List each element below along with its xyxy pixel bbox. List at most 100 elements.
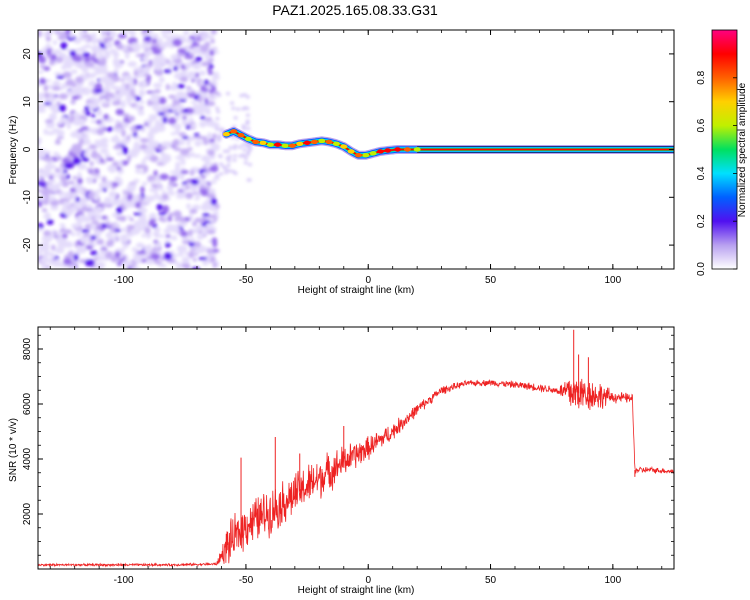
noise-blob: [197, 245, 207, 253]
noise-blob: [185, 46, 191, 50]
spectrogram-x-axis-label: Height of straight line (km): [298, 285, 415, 296]
noise-blob: [187, 147, 193, 151]
noise-blob: [76, 216, 85, 222]
noise-blob: [186, 89, 192, 93]
snr-frame: [37, 326, 675, 570]
noise-blob: [38, 182, 47, 187]
noise-blob: [99, 95, 104, 101]
noise-blob: [245, 119, 250, 123]
snr-series-line: [38, 378, 674, 568]
noise-blob: [156, 37, 163, 45]
noise-blob: [201, 227, 209, 235]
noise-blob: [209, 49, 215, 57]
noise-blob: [225, 156, 230, 160]
noise-blob: [73, 147, 82, 156]
noise-blob: [142, 181, 148, 186]
noise-blob: [168, 61, 174, 68]
noise-blob: [184, 62, 193, 68]
noise-blob: [150, 180, 156, 184]
noise-blob: [115, 90, 120, 94]
noise-blob: [80, 89, 90, 95]
noise-blob: [42, 198, 49, 206]
noise-blob: [219, 127, 224, 131]
noise-blob: [88, 74, 93, 78]
noise-blob: [154, 260, 162, 265]
noise-blob: [134, 146, 141, 155]
noise-blob: [215, 174, 220, 178]
noise-blob: [56, 237, 67, 243]
noise-blob: [169, 84, 178, 91]
noise-blob: [200, 61, 210, 67]
noise-blob: [176, 216, 185, 220]
spectrogram-cells: [38, 30, 674, 269]
x-tick-label: 50: [485, 575, 497, 586]
noise-blob: [169, 170, 179, 174]
noise-blob: [189, 237, 195, 243]
noise-blob: [89, 96, 97, 101]
noise-blob: [206, 248, 214, 254]
noise-blob: [43, 246, 49, 255]
noise-blob: [71, 192, 77, 201]
noise-blob: [217, 134, 222, 138]
noise-blob: [95, 119, 102, 125]
noise-blob: [194, 217, 203, 223]
noise-blob: [81, 229, 90, 233]
noise-blob: [105, 157, 115, 161]
noise-blob: [192, 103, 197, 112]
noise-blob: [205, 35, 215, 39]
noise-blob: [139, 100, 145, 104]
noise-blob: [67, 89, 73, 97]
noise-blob: [62, 71, 72, 79]
noise-blob: [217, 93, 222, 97]
noise-blob: [154, 227, 161, 233]
noise-blob: [60, 116, 68, 123]
noise-blob: [210, 197, 217, 206]
noise-blob: [103, 75, 110, 83]
noise-blob: [94, 83, 103, 90]
noise-blob: [48, 178, 56, 184]
noise-blob: [101, 215, 107, 220]
noise-blob: [117, 33, 127, 39]
noise-blob: [241, 143, 246, 147]
noise-blob: [81, 198, 92, 202]
tone-point: [347, 149, 355, 154]
noise-blob: [142, 148, 152, 154]
noise-blob: [206, 229, 216, 235]
noise-blob: [190, 185, 197, 192]
noise-blob: [81, 157, 90, 162]
noise-blob: [41, 208, 48, 213]
noise-blob: [76, 118, 86, 126]
noise-blob: [175, 161, 181, 167]
noise-blob: [211, 237, 218, 245]
noise-blob: [48, 196, 56, 201]
noise-blob: [207, 149, 215, 156]
noise-blob: [69, 187, 77, 193]
noise-blob: [107, 184, 113, 188]
noise-blob: [142, 55, 149, 63]
noise-blob: [165, 234, 171, 238]
noise-blob: [99, 249, 107, 256]
snr-x-ticks: -100 -50 0 50 100: [49, 327, 663, 586]
noise-blob: [190, 178, 199, 186]
noise-blob: [162, 193, 169, 200]
noise-blob: [50, 253, 56, 260]
noise-blob: [76, 220, 84, 224]
tone-point: [377, 149, 384, 154]
noise-blob: [185, 192, 193, 200]
noise-blob: [56, 101, 61, 107]
noise-blob: [78, 30, 86, 36]
noise-blob: [192, 204, 201, 211]
noise-blob: [238, 145, 242, 149]
noise-blob: [209, 165, 219, 173]
noise-blob: [129, 149, 136, 155]
noise-blob: [227, 159, 232, 163]
noise-blob: [131, 247, 137, 252]
tone-point: [394, 147, 402, 152]
chart-title: PAZ1.2025.165.08.33.G31: [272, 2, 438, 18]
noise-blob: [243, 161, 248, 165]
noise-blob: [213, 71, 220, 78]
noise-blob: [143, 165, 149, 173]
noise-blob: [99, 148, 109, 154]
noise-blob: [119, 215, 127, 222]
noise-blob: [198, 70, 206, 76]
